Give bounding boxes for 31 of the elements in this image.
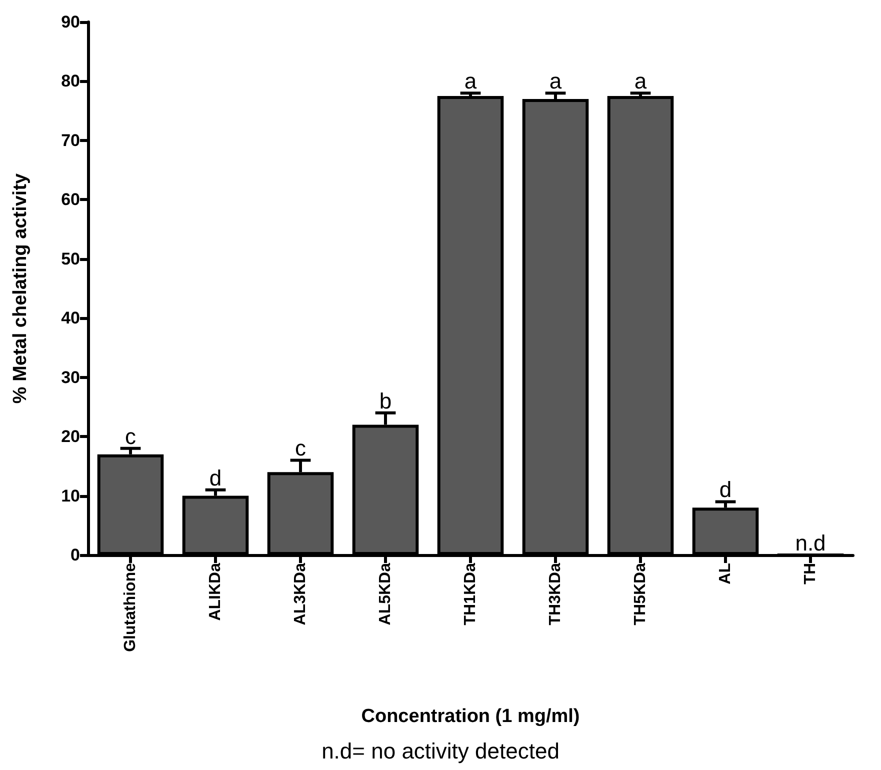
x-axis-title: Concentration (1 mg/ml) bbox=[361, 706, 580, 727]
annotation: d bbox=[209, 465, 222, 490]
annotation: a bbox=[634, 68, 648, 94]
annotation: a bbox=[464, 68, 478, 94]
annotation: n.d bbox=[795, 530, 826, 556]
annotation: d bbox=[719, 477, 732, 502]
x-tick-label: Glutathione bbox=[122, 562, 139, 652]
x-tick-label: ALIKDa bbox=[207, 562, 224, 621]
y-tick-label: 80 bbox=[61, 72, 80, 91]
y-tick-label: 10 bbox=[61, 486, 80, 506]
y-tick-label: 90 bbox=[61, 12, 80, 32]
x-tick-label: TH5KDa bbox=[632, 562, 649, 626]
x-tick-label: AL5KDa bbox=[377, 562, 394, 626]
x-tick-label: TH bbox=[802, 563, 819, 584]
y-tick-label: 0 bbox=[70, 546, 80, 564]
y-tick-label: 70 bbox=[61, 130, 80, 150]
text: n.d= no activity detected bbox=[322, 738, 560, 764]
x-tick-label: TH3KDa bbox=[547, 562, 564, 626]
y-tick-label: 60 bbox=[61, 190, 80, 210]
annotation: c bbox=[125, 424, 136, 449]
annotation: b bbox=[379, 388, 392, 414]
y-tick-label: 50 bbox=[61, 249, 80, 268]
y-tick-label: 30 bbox=[61, 368, 80, 387]
x-tick-label: AL bbox=[717, 562, 734, 584]
y-tick-label: 40 bbox=[61, 308, 80, 328]
x-tick-label: AL3KDa bbox=[292, 562, 309, 626]
y-tick-label: 20 bbox=[61, 427, 80, 446]
y-axis-title: % Metal chelating activity bbox=[10, 172, 31, 404]
annotation: c bbox=[295, 436, 306, 461]
x-tick-label: TH1KDa bbox=[462, 562, 479, 626]
annotation: a bbox=[549, 68, 562, 94]
